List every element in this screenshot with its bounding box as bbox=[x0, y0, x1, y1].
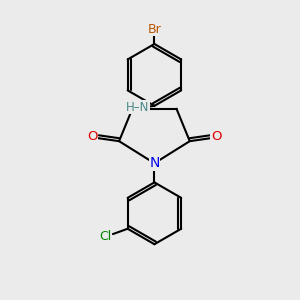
Text: N: N bbox=[149, 156, 160, 170]
Text: O: O bbox=[87, 130, 98, 143]
Text: Cl: Cl bbox=[99, 230, 112, 243]
Text: O: O bbox=[211, 130, 221, 143]
Text: Br: Br bbox=[148, 23, 161, 36]
Text: H–N: H–N bbox=[126, 101, 149, 114]
